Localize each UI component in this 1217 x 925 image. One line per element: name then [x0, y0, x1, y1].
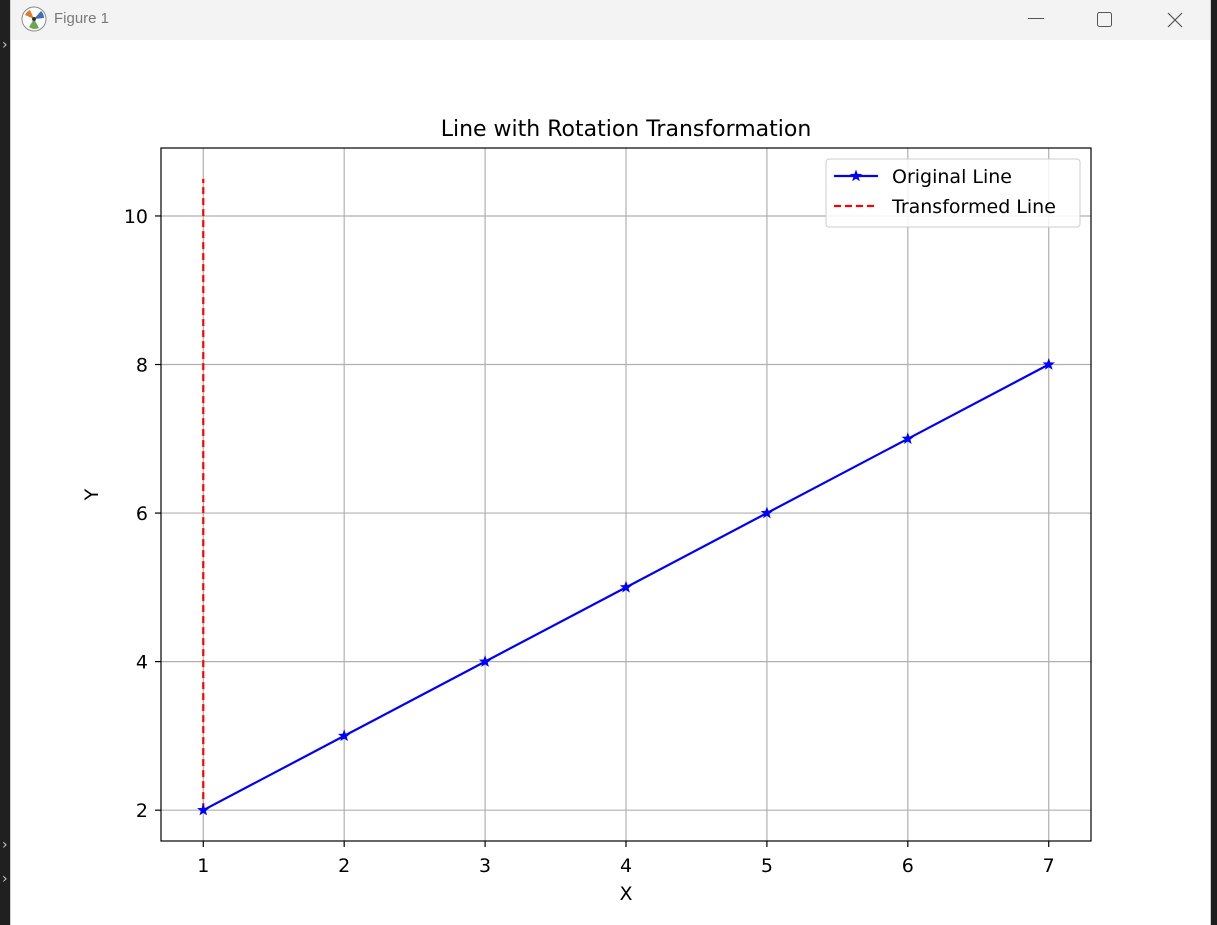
- legend: Original Line Transformed Line: [825, 158, 1081, 228]
- legend-label-original: Original Line: [892, 166, 1012, 188]
- data-point-original: [1042, 358, 1055, 370]
- plot-area: [197, 178, 1055, 816]
- data-point-original: [619, 580, 633, 593]
- chart-title: Line with Rotation Transformation: [441, 117, 812, 142]
- grid: [161, 148, 1091, 841]
- y-axis-label: Y: [81, 488, 103, 501]
- legend-marker-star: [849, 169, 863, 182]
- minimize-icon: [1028, 18, 1044, 19]
- x-axis-label: X: [619, 883, 632, 905]
- maximize-icon: [1097, 12, 1112, 27]
- x-tick-label: 1: [197, 855, 209, 877]
- close-icon: [1167, 12, 1183, 28]
- chevron-icon: ›: [2, 871, 8, 887]
- title-bar[interactable]: Figure 1: [11, 0, 1210, 40]
- minimize-button[interactable]: [1013, 0, 1059, 40]
- chevron-icon: ›: [2, 837, 8, 853]
- data-point-original: [760, 506, 774, 519]
- y-tick-label: 2: [136, 800, 148, 822]
- background-editor-right: [1209, 0, 1217, 925]
- data-point-original: [338, 729, 351, 742]
- x-tick-label: 7: [1043, 855, 1055, 877]
- figure-window: Figure 1 Line with Rotation Transformati…: [10, 0, 1211, 925]
- window-title: Figure 1: [54, 10, 110, 27]
- background-editor-left: › › ›: [0, 0, 10, 925]
- figure-canvas: Line with Rotation Transformation 1 2 3 4 5 6…: [81, 117, 1092, 905]
- matplotlib-icon: [21, 6, 47, 32]
- ticks: 1 2 3 4 5 6 7 2 4 6 8 10: [124, 206, 1055, 877]
- maximize-button[interactable]: [1082, 0, 1128, 40]
- x-tick-label: 3: [479, 855, 491, 877]
- y-tick-label: 8: [136, 355, 148, 377]
- y-tick-label: 6: [136, 503, 148, 525]
- y-tick-label: 4: [136, 652, 148, 674]
- x-tick-label: 2: [338, 855, 350, 877]
- data-point-original: [901, 432, 914, 445]
- legend-label-transformed: Transformed Line: [891, 196, 1056, 218]
- x-tick-label: 6: [902, 855, 914, 877]
- legend-box: [825, 158, 1081, 228]
- chevron-icon: ›: [2, 37, 8, 53]
- x-tick-label: 5: [761, 855, 773, 877]
- data-point-original: [478, 655, 492, 667]
- y-tick-label: 10: [124, 206, 148, 228]
- data-point-original: [197, 803, 210, 816]
- x-tick-label: 4: [620, 855, 632, 877]
- close-button[interactable]: [1152, 0, 1198, 40]
